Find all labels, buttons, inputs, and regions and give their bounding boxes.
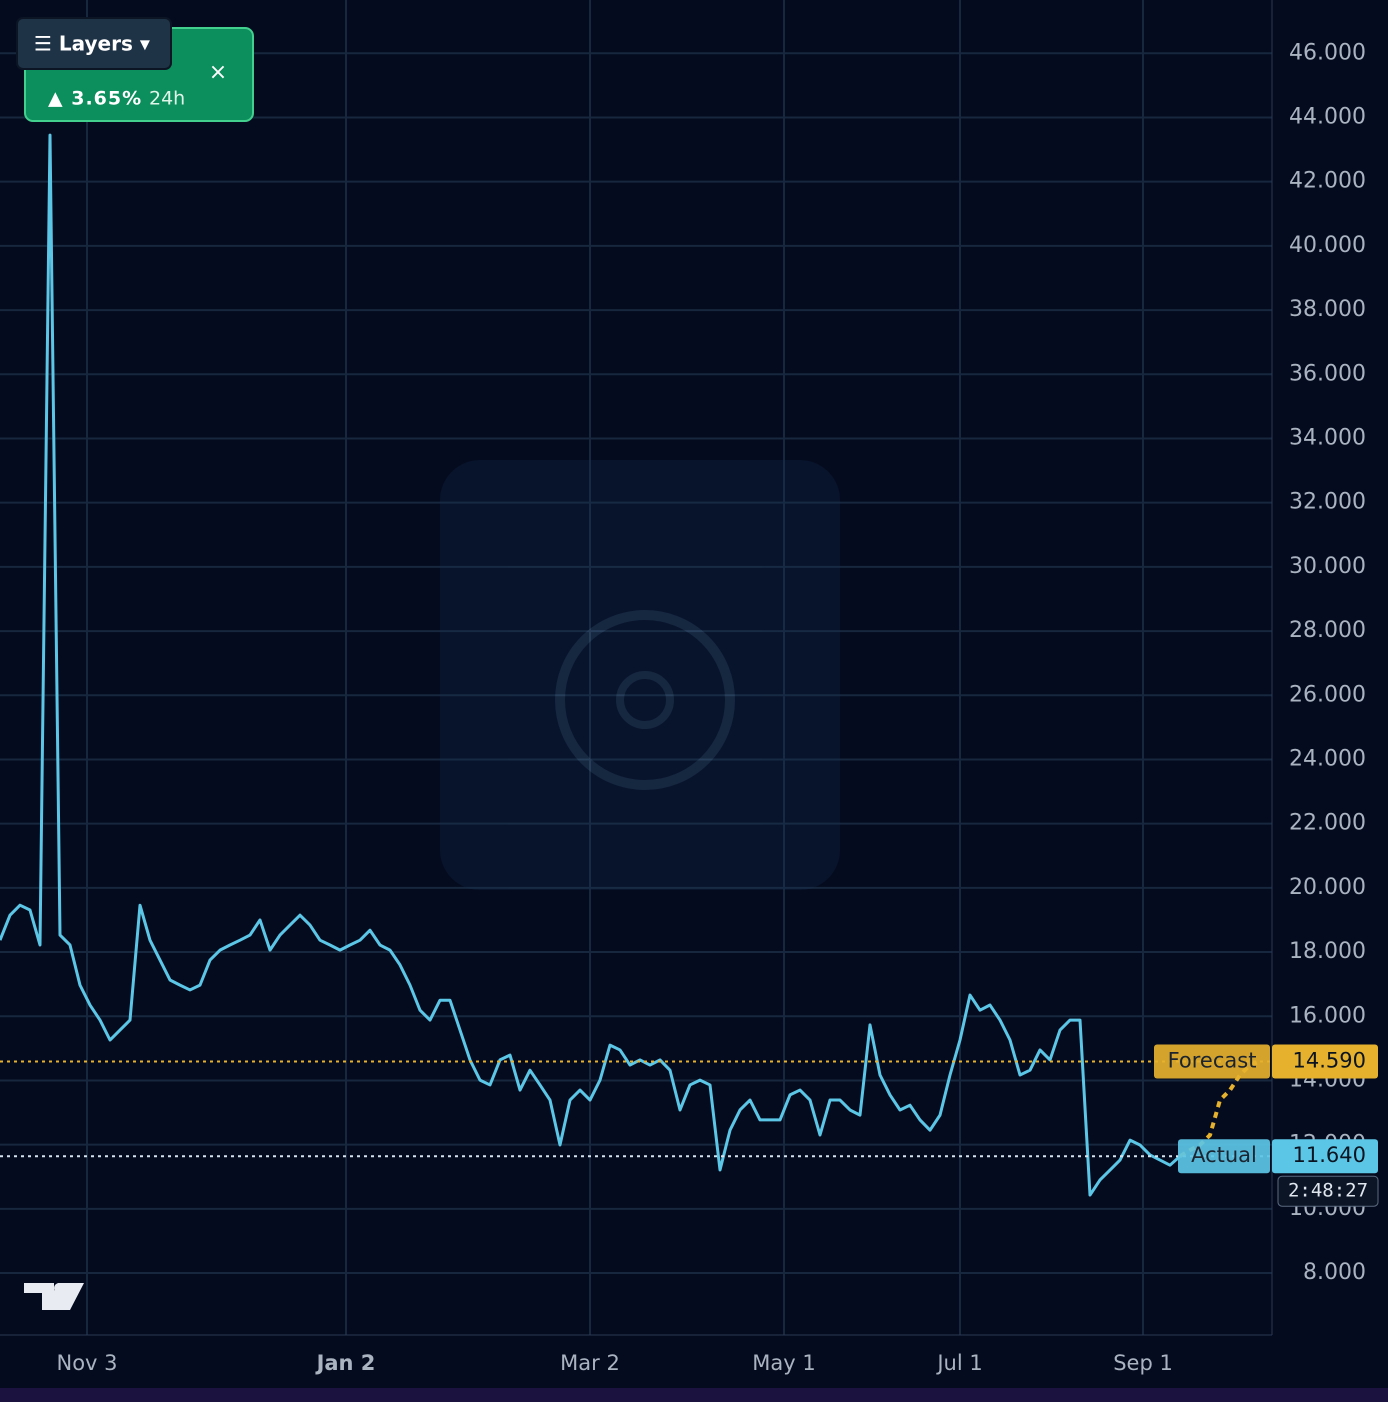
price-name-box — [1154, 1044, 1270, 1079]
price-value-box — [1272, 1044, 1378, 1079]
close-button[interactable]: × — [209, 60, 227, 85]
price-name: Actual — [1191, 1143, 1257, 1167]
y-tick-label: 16.000 — [1289, 1003, 1366, 1028]
x-tick-label: Jan 2 — [315, 1351, 376, 1375]
countdown-box — [1277, 1175, 1379, 1207]
y-tick-label: 44.000 — [1289, 104, 1366, 129]
price-value: 14.590 — [1293, 1049, 1366, 1073]
series-line — [0, 133, 1182, 1197]
y-tick-label: 40.000 — [1289, 233, 1366, 258]
price-value: 11.640 — [1293, 1143, 1366, 1167]
period-text: 24h — [149, 88, 185, 110]
watermark-core — [616, 671, 674, 729]
countdown: 2:48:27 — [1288, 1180, 1368, 1202]
x-tick-label: Sep 1 — [1113, 1351, 1173, 1375]
logo-shape — [24, 1283, 84, 1310]
logo-dot — [54, 1283, 64, 1293]
y-tick-label: 22.000 — [1289, 811, 1366, 836]
x-tick-label: Mar 2 — [560, 1351, 620, 1375]
price-name-box — [1178, 1139, 1270, 1174]
y-tick-label: 38.000 — [1289, 297, 1366, 322]
y-tick-label: 28.000 — [1289, 618, 1366, 643]
y-tick-label: 36.000 — [1289, 361, 1366, 386]
watermark-bg — [440, 460, 840, 890]
bottom-strip — [0, 1388, 1388, 1402]
change-text: ▲ 3.65% — [48, 88, 142, 110]
x-tick-label: Jul 1 — [935, 1351, 982, 1375]
y-tick-label: 42.000 — [1289, 169, 1366, 194]
y-tick-label: 30.000 — [1289, 554, 1366, 579]
price-name: Forecast — [1168, 1049, 1257, 1073]
y-tick-label: 24.000 — [1289, 746, 1366, 771]
y-tick-label: 8.000 — [1303, 1260, 1366, 1285]
y-tick-label: 34.000 — [1289, 425, 1366, 450]
y-tick-label: 32.000 — [1289, 490, 1366, 515]
y-tick-label: 20.000 — [1289, 875, 1366, 900]
price-value-box — [1272, 1139, 1378, 1174]
y-tick-label: 26.000 — [1289, 682, 1366, 707]
layers-button[interactable]: ☰ Layers ▾ — [16, 17, 172, 70]
layers-box — [16, 17, 172, 70]
watermark — [440, 460, 840, 890]
x-tick-label: Nov 3 — [56, 1351, 117, 1375]
tv-logo — [24, 1283, 84, 1310]
grid — [0, 0, 1272, 1335]
watermark-ring — [555, 610, 735, 790]
x-tick-label: May 1 — [752, 1351, 815, 1375]
y-tick-label: 46.000 — [1289, 40, 1366, 65]
layers-label[interactable]: ☰ Layers ▾ — [34, 32, 150, 56]
y-tick-label: 18.000 — [1289, 939, 1366, 964]
